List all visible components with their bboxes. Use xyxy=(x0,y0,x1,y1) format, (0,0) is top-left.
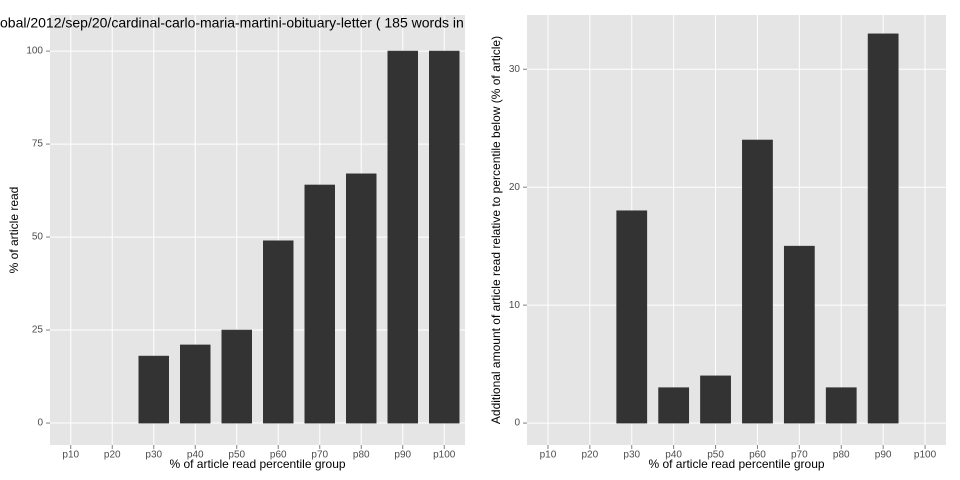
bar xyxy=(221,329,252,424)
y-tick-label: 10 xyxy=(509,300,521,311)
x-tick-label: p50 xyxy=(707,450,724,461)
x-tick-label: p60 xyxy=(270,450,287,461)
y-tick-label: 0 xyxy=(37,418,43,429)
x-tick-label: p20 xyxy=(104,450,121,461)
y-tick-label: 25 xyxy=(32,325,44,336)
x-tick-label: p80 xyxy=(353,450,370,461)
y-tick-label: 75 xyxy=(32,139,44,150)
bar xyxy=(429,50,460,424)
bar xyxy=(263,240,294,424)
x-tick-label: p70 xyxy=(311,450,328,461)
y-tick-label: 50 xyxy=(32,232,44,243)
x-tick-label: p70 xyxy=(791,450,808,461)
x-tick-label: p30 xyxy=(145,450,162,461)
x-tick-label: p40 xyxy=(187,450,204,461)
x-tick-label: p10 xyxy=(540,450,557,461)
bar xyxy=(742,139,773,424)
bar xyxy=(867,33,899,424)
x-tick-label: p10 xyxy=(62,450,79,461)
bar xyxy=(180,344,211,424)
y-axis-title: % of article read xyxy=(7,187,21,274)
bar xyxy=(138,355,169,424)
x-axis-title: % of article read percentile group xyxy=(169,457,345,471)
x-axis-title: % of article read percentile group xyxy=(648,457,824,471)
bar xyxy=(783,245,815,424)
x-tick-label: p20 xyxy=(582,450,599,461)
y-axis-title: Additional amount of article read relati… xyxy=(489,36,503,424)
x-tick-label: p90 xyxy=(875,450,892,461)
x-tick-label: p50 xyxy=(228,450,245,461)
bar xyxy=(825,387,857,424)
y-tick-label: 100 xyxy=(26,46,43,57)
chart-title: obal/2012/sep/20/cardinal-carlo-maria-ma… xyxy=(0,15,464,31)
x-tick-label: p90 xyxy=(394,450,411,461)
x-tick-label: p60 xyxy=(749,450,766,461)
y-tick-label: 0 xyxy=(514,418,520,429)
bar xyxy=(700,375,731,424)
y-tick-label: 20 xyxy=(509,182,521,193)
x-tick-label: p40 xyxy=(665,450,682,461)
x-tick-label: p30 xyxy=(623,450,640,461)
x-tick-label: p100 xyxy=(433,450,456,461)
bar xyxy=(658,387,690,424)
x-tick-label: p80 xyxy=(833,450,850,461)
bar xyxy=(304,184,335,424)
bar xyxy=(387,50,418,424)
y-tick-label: 30 xyxy=(509,64,521,75)
bar xyxy=(616,210,648,424)
bar xyxy=(346,173,377,424)
x-tick-label: p100 xyxy=(914,450,937,461)
